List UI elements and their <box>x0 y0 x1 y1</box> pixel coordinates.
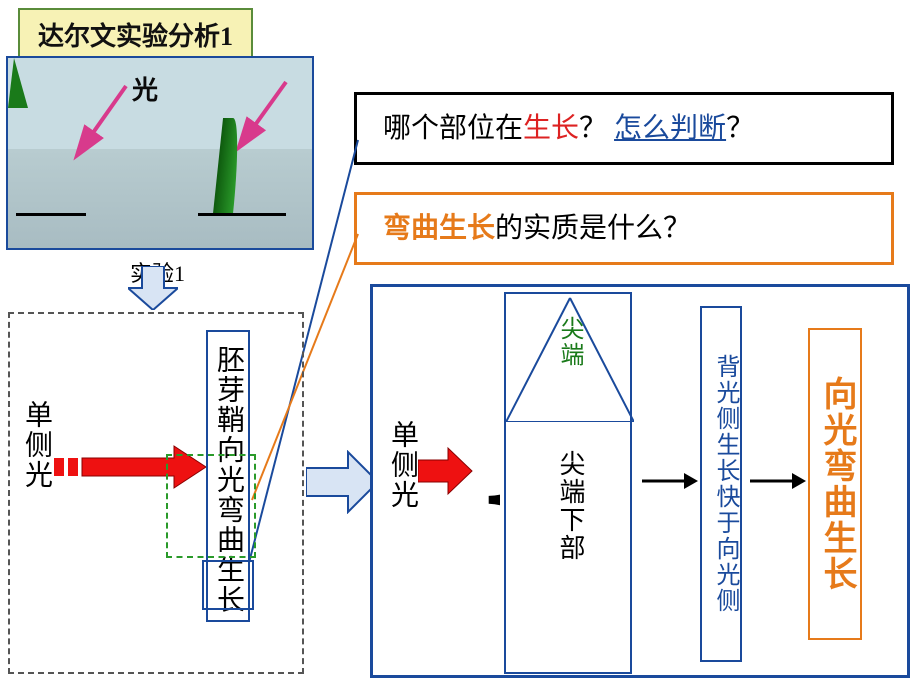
small-arrow-1 <box>640 466 700 496</box>
right-input-label: 单侧光 <box>382 420 422 510</box>
big-arrow-right <box>306 450 378 514</box>
orange-result-box: 向光弯曲生长 <box>808 328 862 640</box>
experiment-photo: 光 <box>6 56 314 250</box>
solid-highlight-2 <box>202 560 254 610</box>
q1-link[interactable]: 怎么判断 <box>614 113 726 144</box>
down-arrow-1 <box>128 266 178 310</box>
baseline-1 <box>16 213 86 216</box>
question-box-1: 哪个部位在生长？ 怎么判断？ <box>354 92 894 165</box>
q2-rest: 的实质是什么？ <box>495 213 691 244</box>
tip-label-top: 尖端 <box>552 316 587 368</box>
dashed-highlight-1 <box>166 454 256 558</box>
left-input-label: 单侧光 <box>16 400 56 490</box>
title-banner: 达尔文实验分析1 <box>18 8 253 61</box>
left-diagram <box>8 312 304 674</box>
small-arrow-2 <box>748 466 808 496</box>
question-box-2: 弯曲生长的实质是什么？ <box>354 192 894 265</box>
q1-post: ？ <box>726 113 754 144</box>
baseline-2 <box>198 213 286 216</box>
blue-result-box: 背光侧生长快于向光侧 <box>700 306 742 662</box>
q1-mid: ？ <box>579 113 607 144</box>
brace-bracket: { <box>456 300 500 664</box>
tip-label-bottom: 尖端下部 <box>552 450 589 562</box>
q1-red: 生长 <box>523 113 579 144</box>
q2-orange: 弯曲生长 <box>383 213 495 244</box>
q1-pre: 哪个部位在 <box>383 113 523 144</box>
light-arrows <box>8 58 316 252</box>
seedling-1 <box>8 58 28 108</box>
